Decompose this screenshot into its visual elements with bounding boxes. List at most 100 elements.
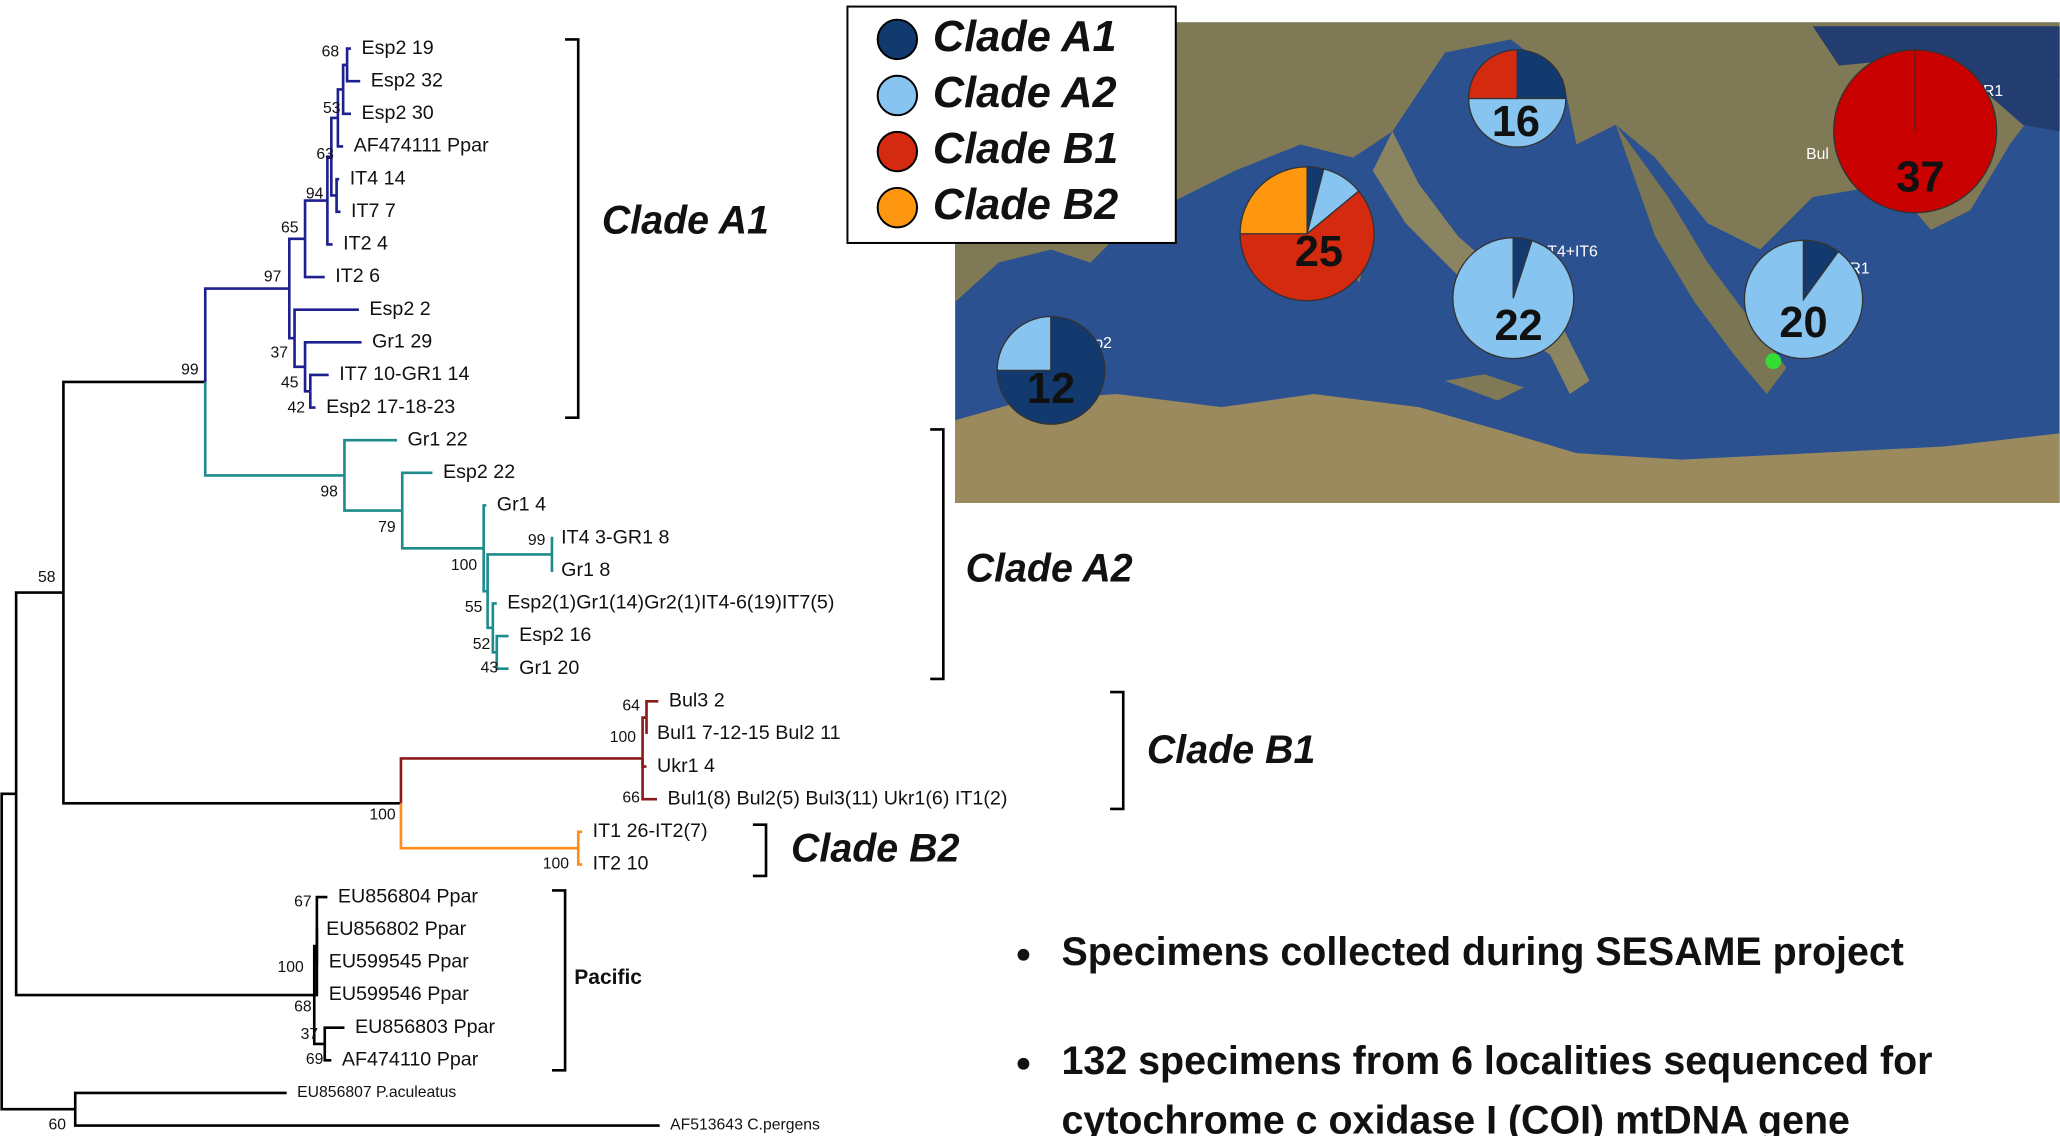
leaf-label: Ukr1 4	[657, 755, 715, 777]
branch	[310, 391, 315, 407]
pie: 12	[997, 317, 1105, 425]
leaf-label: EU599546 Ppar	[329, 983, 470, 1005]
pie-total: 12	[1027, 365, 1075, 413]
bootstrap-value: 43	[481, 660, 499, 677]
bootstrap-value: 37	[270, 344, 288, 361]
pie-total: 16	[1492, 98, 1540, 146]
pie: 16	[1469, 50, 1566, 147]
branch	[484, 505, 487, 548]
branch	[75, 1109, 659, 1125]
bootstrap-value: 99	[181, 362, 199, 379]
bootstrap-value: 37	[301, 1026, 319, 1043]
leaf-label: IT4 3-GR1 8	[561, 526, 669, 548]
clade-label: Clade A1	[602, 199, 769, 243]
legend-label: Clade A2	[933, 69, 1117, 117]
branch	[497, 652, 509, 668]
branch	[325, 1044, 332, 1060]
leaf-label: Bul1 7-12-15 Bul2 11	[657, 722, 841, 744]
branch	[488, 554, 552, 591]
leaf-label: Gr1 20	[519, 657, 579, 679]
leaf-label: AF474111 Ppar	[354, 135, 489, 157]
leaf-label: Esp2 32	[371, 69, 443, 91]
branch	[205, 382, 344, 475]
bootstrap-value: 79	[378, 519, 396, 536]
leaf-label: Esp2 2	[369, 298, 430, 320]
leaf-label: Bul3 2	[669, 690, 725, 712]
bootstrap-value: 100	[451, 557, 478, 574]
bootstrap-value: 65	[281, 220, 299, 237]
leaf-label: IT2 4	[343, 233, 388, 255]
branch	[647, 701, 659, 717]
bullet-dot	[1018, 949, 1030, 961]
clade-label: Clade B1	[1147, 728, 1316, 772]
leaf-label: Esp2 22	[443, 461, 515, 483]
branch	[551, 554, 552, 570]
bootstrap-value: 42	[288, 400, 306, 417]
bootstrap-value: 67	[294, 893, 312, 910]
clade-bracket	[552, 890, 565, 1070]
leaf-label: AF474110 Ppar	[342, 1048, 479, 1070]
branch	[295, 310, 359, 339]
leaf-label: Gr1 22	[407, 428, 467, 450]
bootstrap-value: 69	[306, 1051, 324, 1068]
branch	[344, 440, 397, 475]
leaf-label: Bul1(8) Bul2(5) Bul3(11) Ukr1(6) IT1(2)	[668, 787, 1008, 809]
bullet-dot	[1018, 1058, 1030, 1070]
page: {"tree":{"leaves":["Esp2 19","Esp2 32","…	[0, 0, 2060, 1136]
bootstrap-value: 94	[306, 186, 324, 203]
branch	[337, 195, 341, 211]
branch	[305, 239, 325, 277]
branch	[578, 832, 582, 848]
branch	[305, 201, 327, 239]
pie: 25	[1240, 167, 1374, 301]
pie: 20	[1744, 240, 1862, 358]
branch	[317, 946, 318, 995]
pie-total: 20	[1779, 299, 1827, 347]
branch	[497, 636, 509, 652]
pie-total: 22	[1494, 302, 1542, 350]
branch	[2, 952, 76, 1110]
leaf-label: IT7 7	[351, 200, 396, 222]
bootstrap-value: 68	[294, 998, 312, 1015]
bullet-text: cytochrome c oxidase I (COI) mtDNA gene	[1062, 1098, 1850, 1136]
leaf-label: IT2 6	[335, 265, 380, 287]
branch	[325, 1028, 345, 1044]
branch	[401, 758, 643, 803]
bootstrap-value: 97	[264, 268, 282, 285]
branch	[643, 758, 657, 799]
bullet-text: Specimens collected during SESAME projec…	[1062, 930, 1904, 974]
leaf-label: Esp2 16	[519, 624, 591, 646]
branch	[63, 382, 205, 593]
map-label: Bul	[1806, 146, 1829, 163]
legend-label: Clade B1	[933, 125, 1118, 173]
pie-total: 25	[1295, 228, 1343, 276]
branch	[327, 201, 332, 245]
leaf-label: Gr1 8	[561, 559, 610, 581]
pie-total: 37	[1896, 153, 1944, 201]
leaf-label: IT4 14	[350, 167, 406, 189]
leaf-label: Gr1 4	[497, 494, 546, 516]
bootstrap-value: 98	[320, 484, 338, 501]
branch	[310, 375, 328, 391]
leaf-label: EU599545 Ppar	[329, 951, 470, 973]
branch	[316, 930, 317, 946]
branch	[289, 239, 305, 289]
leaf-label: IT1 26-IT2(7)	[593, 820, 708, 842]
bootstrap-value: 52	[473, 636, 491, 653]
bootstrap-value: 66	[622, 790, 640, 807]
legend-swatch	[878, 188, 917, 227]
bullet-text: 132 specimens from 6 localities sequence…	[1062, 1039, 1933, 1083]
leaf-label: EU856802 Ppar	[326, 918, 467, 940]
bootstrap-value: 55	[465, 599, 483, 616]
leaf-label: EU856803 Ppar	[355, 1016, 496, 1038]
pie: 37	[1834, 50, 1997, 213]
bootstrap-value: 68	[322, 44, 340, 61]
leaf-label: Esp2 17-18-23	[326, 396, 455, 418]
clade-label: Clade A2	[966, 547, 1133, 591]
bootstrap-value: 60	[49, 1117, 67, 1134]
legend-label: Clade A1	[933, 13, 1117, 61]
branch	[344, 475, 402, 510]
bootstrap-value: 45	[281, 375, 299, 392]
bootstrap-value: 58	[38, 569, 56, 586]
leaf-label: AF513643 C.pergens	[670, 1117, 820, 1134]
